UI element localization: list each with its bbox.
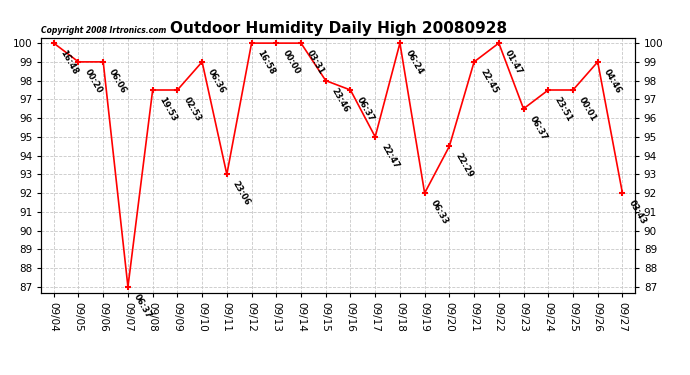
Text: 23:51: 23:51 <box>553 96 573 123</box>
Text: 16:48: 16:48 <box>58 49 79 76</box>
Text: 06:33: 06:33 <box>428 199 450 226</box>
Text: 02:53: 02:53 <box>181 96 203 123</box>
Text: 01:47: 01:47 <box>503 49 524 76</box>
Text: 06:24: 06:24 <box>404 49 425 76</box>
Text: 23:46: 23:46 <box>330 86 351 114</box>
Text: 19:53: 19:53 <box>157 96 178 123</box>
Text: 22:47: 22:47 <box>380 142 400 170</box>
Text: 04:46: 04:46 <box>602 68 623 95</box>
Text: 16:58: 16:58 <box>256 49 277 76</box>
Text: 03:31: 03:31 <box>305 49 326 76</box>
Text: 23:06: 23:06 <box>231 180 252 207</box>
Text: 03:43: 03:43 <box>627 199 648 226</box>
Text: 00:00: 00:00 <box>280 49 302 76</box>
Text: 22:29: 22:29 <box>453 152 475 180</box>
Text: 06:37: 06:37 <box>132 292 153 320</box>
Text: 00:01: 00:01 <box>577 96 598 123</box>
Text: 06:06: 06:06 <box>108 68 128 95</box>
Text: 06:37: 06:37 <box>528 114 549 142</box>
Text: 00:20: 00:20 <box>83 68 104 95</box>
Text: 22:45: 22:45 <box>478 68 500 95</box>
Text: 06:36: 06:36 <box>206 68 228 95</box>
Text: Copyright 2008 Irtronics.com: Copyright 2008 Irtronics.com <box>41 26 167 35</box>
Title: Outdoor Humidity Daily High 20080928: Outdoor Humidity Daily High 20080928 <box>170 21 506 36</box>
Text: 06:37: 06:37 <box>355 96 375 123</box>
